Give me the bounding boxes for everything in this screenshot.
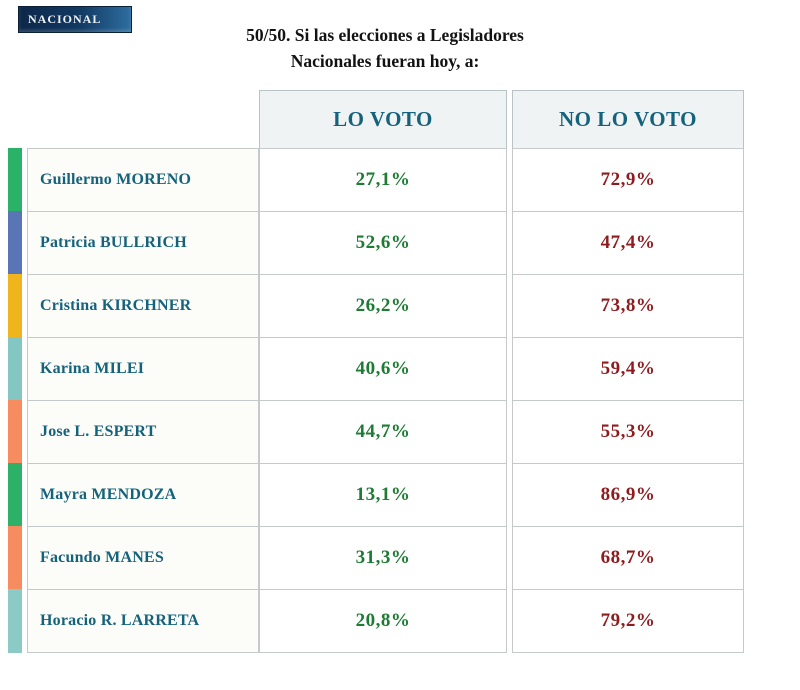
lo-voto-cell: 27,1% bbox=[259, 148, 507, 212]
lo-voto-value: 26,2% bbox=[355, 295, 411, 316]
table-row: Guillermo MORENO 27,1% 72,9% bbox=[8, 148, 744, 212]
nacional-badge: NACIONAL bbox=[18, 6, 132, 33]
lo-voto-header-label: LO VOTO bbox=[333, 107, 433, 131]
table-row: Cristina KIRCHNER 26,2% 73,8% bbox=[8, 274, 744, 338]
candidate-name: Jose L. ESPERT bbox=[40, 423, 157, 440]
candidate-name-cell: Horacio R. LARRETA bbox=[27, 589, 259, 653]
no-voto-value: 79,2% bbox=[600, 610, 656, 631]
row-accent-bar bbox=[8, 337, 22, 401]
no-voto-value: 73,8% bbox=[600, 295, 656, 316]
no-voto-value: 68,7% bbox=[600, 547, 656, 568]
table-row: Facundo MANES 31,3% 68,7% bbox=[8, 526, 744, 590]
table-header-row: LO VOTO NO LO VOTO bbox=[8, 90, 744, 149]
table-row: Karina MILEI 40,6% 59,4% bbox=[8, 337, 744, 401]
lo-voto-cell: 52,6% bbox=[259, 211, 507, 275]
lo-voto-value: 40,6% bbox=[355, 358, 411, 379]
lo-voto-value: 44,7% bbox=[355, 421, 411, 442]
no-voto-value: 59,4% bbox=[600, 358, 656, 379]
lo-voto-cell: 20,8% bbox=[259, 589, 507, 653]
header-name-spacer bbox=[27, 90, 259, 149]
candidate-name-cell: Jose L. ESPERT bbox=[27, 400, 259, 464]
lo-voto-header-cell: LO VOTO bbox=[259, 90, 507, 149]
no-voto-cell: 73,8% bbox=[512, 274, 744, 338]
table-row: Jose L. ESPERT 44,7% 55,3% bbox=[8, 400, 744, 464]
candidate-name: Mayra MENDOZA bbox=[40, 486, 177, 503]
no-voto-value: 47,4% bbox=[600, 232, 656, 253]
no-voto-header-cell: NO LO VOTO bbox=[512, 90, 744, 149]
lo-voto-value: 52,6% bbox=[355, 232, 411, 253]
candidate-name-cell: Facundo MANES bbox=[27, 526, 259, 590]
lo-voto-cell: 44,7% bbox=[259, 400, 507, 464]
page-title-line2: Nacionales fueran hoy, a: bbox=[290, 51, 480, 72]
lo-voto-value: 27,1% bbox=[355, 169, 411, 190]
lo-voto-value: 13,1% bbox=[355, 484, 411, 505]
no-voto-cell: 47,4% bbox=[512, 211, 744, 275]
row-accent-bar bbox=[8, 463, 22, 527]
no-voto-value: 72,9% bbox=[600, 169, 656, 190]
candidate-name-cell: Cristina KIRCHNER bbox=[27, 274, 259, 338]
no-voto-cell: 86,9% bbox=[512, 463, 744, 527]
page-title-line1: 50/50. Si las elecciones a Legisladores bbox=[246, 25, 524, 45]
candidate-name: Guillermo MORENO bbox=[40, 171, 192, 188]
row-accent-bar bbox=[8, 589, 22, 653]
header-accent-spacer bbox=[8, 90, 22, 149]
candidate-name-cell: Guillermo MORENO bbox=[27, 148, 259, 212]
no-voto-value: 55,3% bbox=[600, 421, 656, 442]
row-accent-bar bbox=[8, 211, 22, 275]
lo-voto-cell: 26,2% bbox=[259, 274, 507, 338]
poll-table: LO VOTO NO LO VOTO Guillermo MORENO 27,1… bbox=[8, 90, 744, 653]
lo-voto-cell: 13,1% bbox=[259, 463, 507, 527]
candidate-name: Karina MILEI bbox=[40, 360, 145, 377]
no-voto-cell: 68,7% bbox=[512, 526, 744, 590]
row-accent-bar bbox=[8, 274, 22, 338]
row-accent-bar bbox=[8, 148, 22, 212]
candidate-name: Patricia BULLRICH bbox=[40, 234, 187, 251]
lo-voto-value: 20,8% bbox=[355, 610, 411, 631]
candidate-name: Facundo MANES bbox=[40, 549, 164, 566]
candidate-name-cell: Mayra MENDOZA bbox=[27, 463, 259, 527]
no-voto-value: 86,9% bbox=[600, 484, 656, 505]
row-accent-bar bbox=[8, 526, 22, 590]
no-voto-cell: 59,4% bbox=[512, 337, 744, 401]
row-accent-bar bbox=[8, 400, 22, 464]
no-voto-header-label: NO LO VOTO bbox=[558, 107, 697, 131]
candidate-name: Cristina KIRCHNER bbox=[40, 297, 192, 314]
lo-voto-value: 31,3% bbox=[355, 547, 411, 568]
table-row: Patricia BULLRICH 52,6% 47,4% bbox=[8, 211, 744, 275]
table-row: Horacio R. LARRETA 20,8% 79,2% bbox=[8, 589, 744, 653]
nacional-badge-label: NACIONAL bbox=[28, 12, 102, 26]
no-voto-cell: 55,3% bbox=[512, 400, 744, 464]
lo-voto-cell: 40,6% bbox=[259, 337, 507, 401]
page-title: 50/50. Si las elecciones a Legisladores … bbox=[120, 22, 650, 75]
lo-voto-cell: 31,3% bbox=[259, 526, 507, 590]
table-row: Mayra MENDOZA 13,1% 86,9% bbox=[8, 463, 744, 527]
candidate-name-cell: Patricia BULLRICH bbox=[27, 211, 259, 275]
no-voto-cell: 79,2% bbox=[512, 589, 744, 653]
candidate-name: Horacio R. LARRETA bbox=[40, 612, 200, 629]
no-voto-cell: 72,9% bbox=[512, 148, 744, 212]
candidate-name-cell: Karina MILEI bbox=[27, 337, 259, 401]
